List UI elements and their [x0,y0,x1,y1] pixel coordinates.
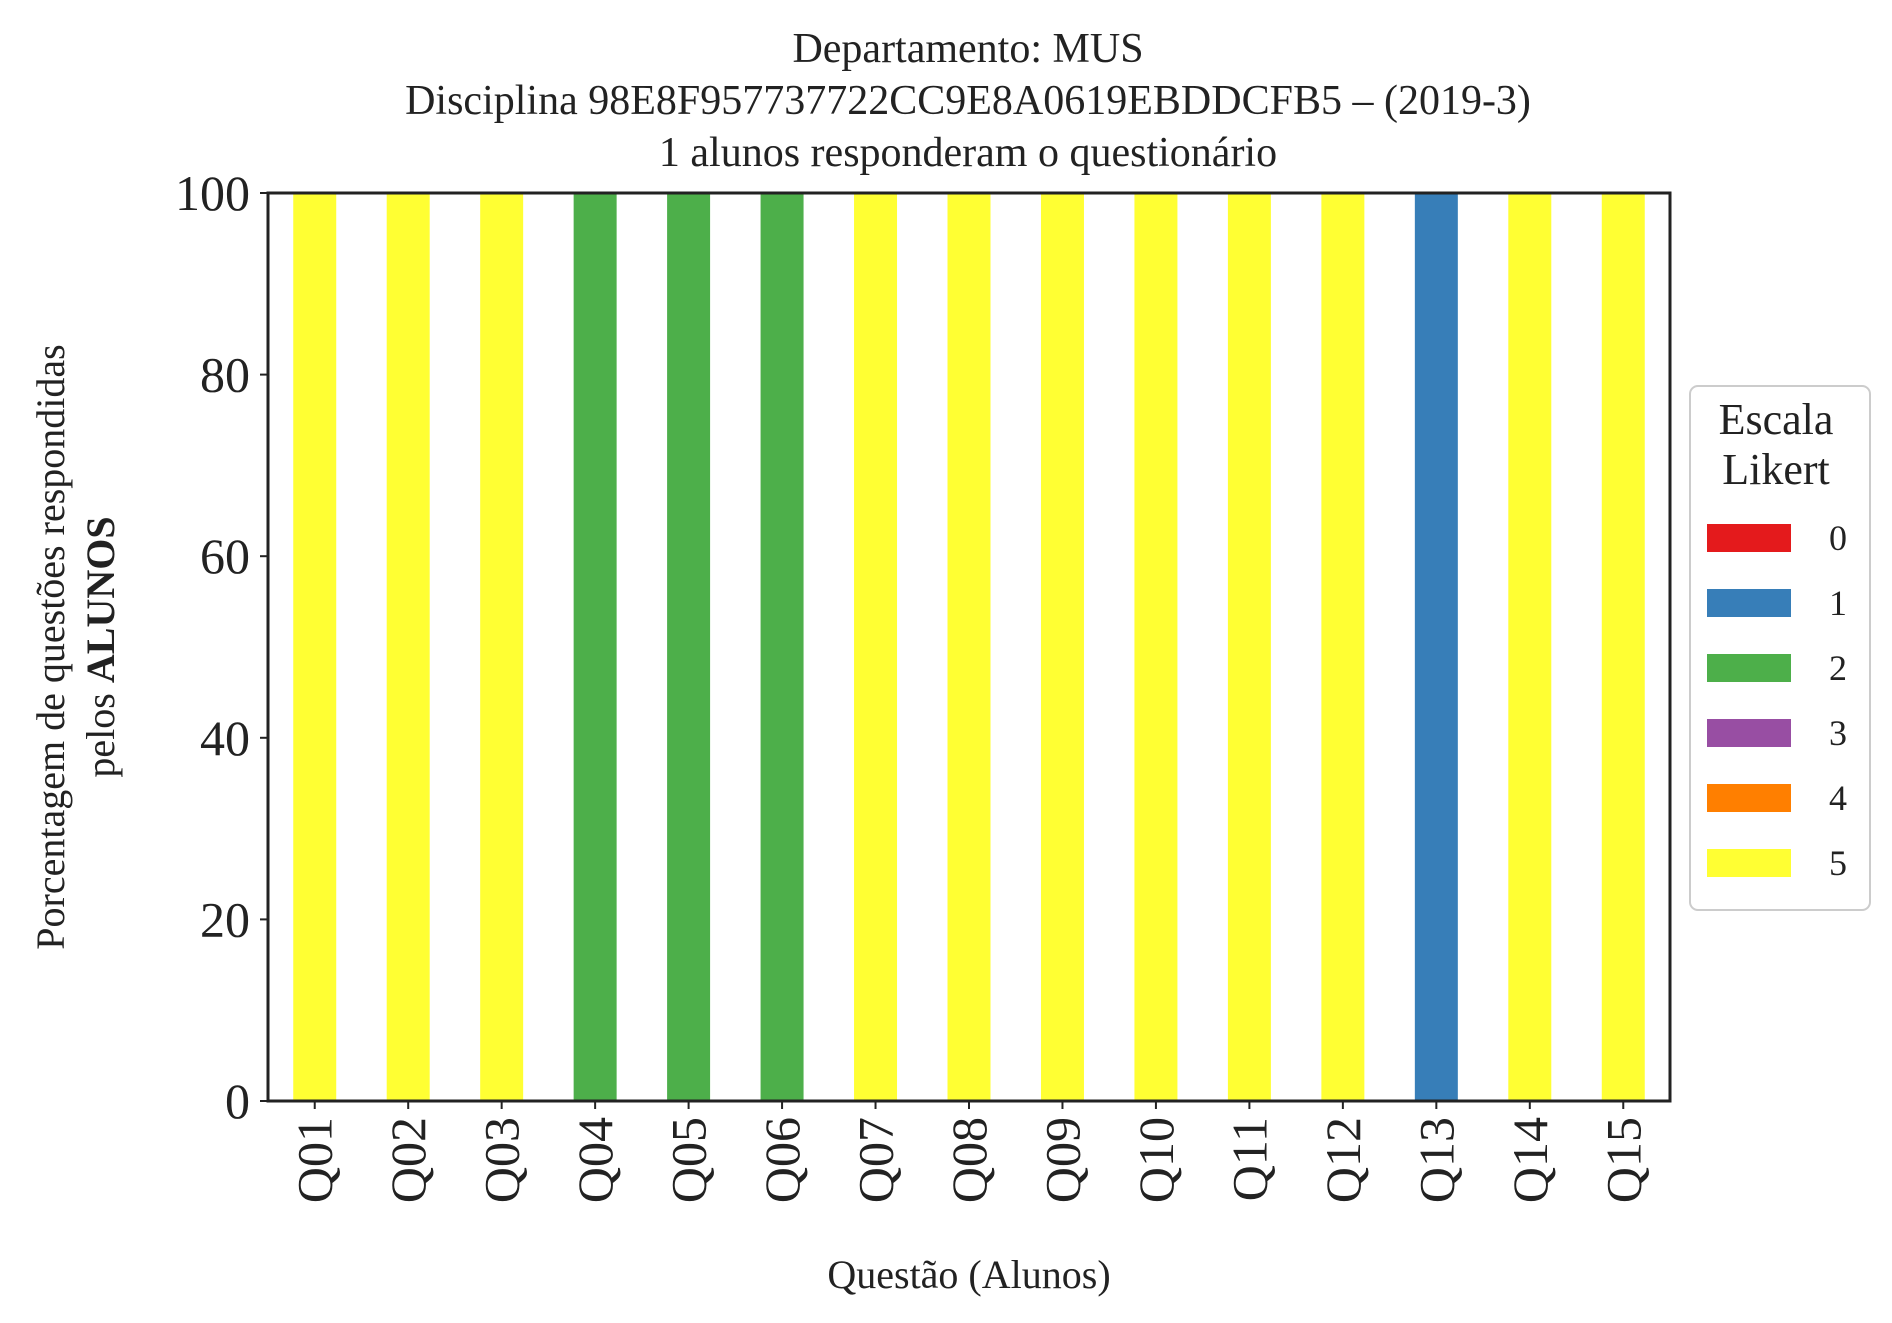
x-tick-label: Q07 [848,1117,904,1203]
y-tick-label: 60 [200,528,250,584]
bar-q14-scale-5 [1508,193,1552,1101]
x-tick-label: Q15 [1595,1117,1651,1203]
legend-items: 0 1 2 3 4 5 [1707,518,1847,883]
y-tick-label: 80 [200,347,250,403]
bars [293,193,1645,1101]
legend-swatch-0 [1707,524,1791,552]
legend-swatch-5 [1707,849,1791,877]
bar-q03-scale-5 [480,193,524,1101]
legend-label-5: 5 [1829,843,1847,883]
y-tick-label: 20 [200,891,250,947]
x-tick-label: Q09 [1034,1117,1090,1203]
legend-label-2: 2 [1829,648,1847,688]
x-tick-label: Q14 [1502,1117,1558,1203]
legend-swatch-3 [1707,719,1791,747]
bar-q09-scale-5 [1040,193,1084,1101]
y-axis-label-line-2: pelos ALUNOS [78,516,123,777]
title-line-1: Departamento: MUS [792,26,1143,72]
legend-label-1: 1 [1829,583,1847,623]
x-axis-ticks: Q01 Q02 Q03 Q04 Q05 Q06 Q07 Q08 Q09 Q10 Q11 Q12 Q13 Q… [287,1101,1651,1203]
y-tick-label: 0 [225,1073,250,1129]
y-tick-label: 100 [175,165,250,221]
x-tick-label: Q12 [1315,1117,1371,1203]
x-tick-label: Q01 [287,1117,343,1203]
legend-frame [1689,385,1871,911]
legend-label-4: 4 [1829,778,1847,818]
bar-q06-scale-2 [760,193,804,1101]
y-axis-label-prefix: pelos [78,683,123,777]
bar-q11-scale-5 [1227,193,1271,1101]
bar-q13-scale-1 [1414,193,1458,1101]
legend-label-3: 3 [1829,713,1847,753]
bar-q15-scale-5 [1601,193,1645,1101]
bar-q10-scale-5 [1134,193,1178,1101]
x-tick-label: Q04 [567,1117,623,1203]
x-tick-label: Q03 [474,1117,530,1203]
bar-q01-scale-5 [293,193,337,1101]
x-tick-label: Q08 [941,1117,997,1203]
legend-label-0: 0 [1829,518,1847,558]
bar-q12-scale-5 [1321,193,1365,1101]
legend-swatch-1 [1707,589,1791,617]
bar-q08-scale-5 [947,193,991,1101]
legend: Escala Likert 0 1 2 3 4 5 [1689,385,1871,911]
title-line-3: 1 alunos responderam o questionário [659,130,1277,176]
y-axis-label-bold: ALUNOS [78,516,123,683]
x-axis-label: Questão (Alunos) [827,1252,1110,1297]
bar-q04-scale-2 [573,193,617,1101]
legend-title-line-1: Escala [1719,395,1834,444]
y-tick-label: 40 [200,710,250,766]
x-tick-label: Q10 [1128,1117,1184,1203]
x-tick-label: Q11 [1221,1117,1277,1201]
chart-title: Departamento: MUS Disciplina 98E8F957737… [405,26,1531,176]
bar-q05-scale-2 [667,193,711,1101]
legend-swatch-4 [1707,784,1791,812]
y-axis-label: Porcentagem de questões respondidas pelo… [28,344,123,949]
bar-q07-scale-5 [854,193,898,1101]
x-tick-label: Q13 [1408,1117,1464,1203]
y-axis-ticks: 0 20 40 60 80 100 [175,165,268,1129]
legend-title-line-2: Likert [1722,445,1830,494]
legend-swatch-2 [1707,654,1791,682]
x-tick-label: Q06 [754,1117,810,1203]
x-tick-label: Q02 [380,1117,436,1203]
title-line-2: Disciplina 98E8F957737722CC9E8A0619EBDDC… [405,78,1531,124]
y-axis-label-line-1: Porcentagem de questões respondidas [28,344,73,949]
bar-q02-scale-5 [386,193,430,1101]
x-tick-label: Q05 [661,1117,717,1203]
